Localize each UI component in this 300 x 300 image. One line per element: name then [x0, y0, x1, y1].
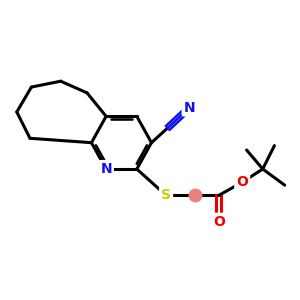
Text: S: S [161, 188, 171, 203]
Text: O: O [213, 215, 225, 229]
Text: N: N [184, 100, 195, 115]
Text: N: N [100, 162, 112, 176]
Text: O: O [236, 175, 248, 189]
